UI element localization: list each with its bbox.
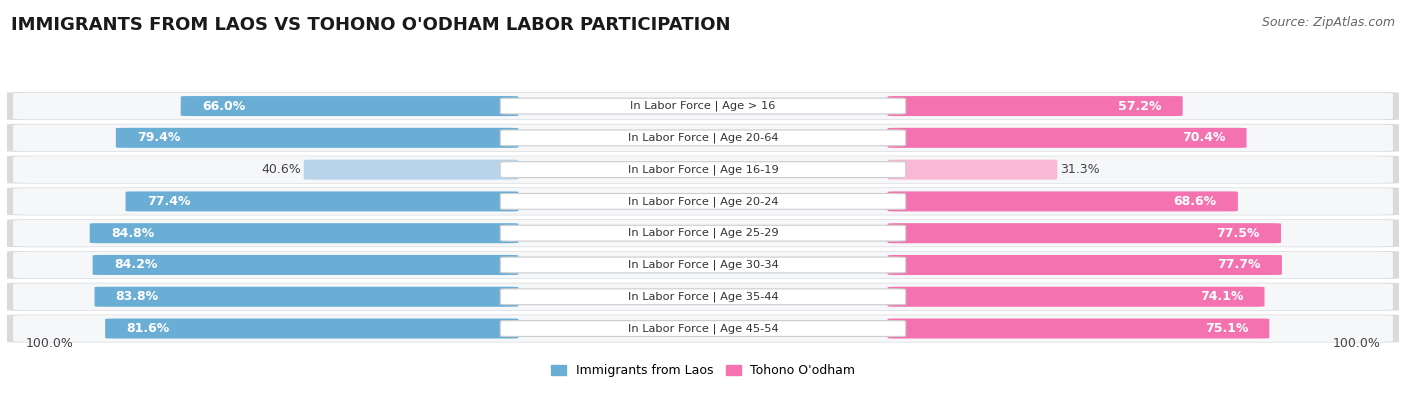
Text: 81.6%: 81.6%: [127, 322, 170, 335]
FancyBboxPatch shape: [1, 124, 1405, 152]
Text: 68.6%: 68.6%: [1174, 195, 1216, 208]
Text: IMMIGRANTS FROM LAOS VS TOHONO O'ODHAM LABOR PARTICIPATION: IMMIGRANTS FROM LAOS VS TOHONO O'ODHAM L…: [11, 16, 731, 34]
FancyBboxPatch shape: [13, 252, 1393, 278]
FancyBboxPatch shape: [93, 255, 519, 275]
FancyBboxPatch shape: [13, 220, 1393, 246]
FancyBboxPatch shape: [125, 192, 519, 211]
FancyBboxPatch shape: [501, 225, 905, 241]
FancyBboxPatch shape: [1, 283, 1405, 311]
Text: 77.7%: 77.7%: [1218, 258, 1261, 271]
FancyBboxPatch shape: [1, 219, 1405, 247]
Text: 31.3%: 31.3%: [1060, 163, 1099, 176]
FancyBboxPatch shape: [90, 223, 519, 243]
FancyBboxPatch shape: [94, 287, 519, 307]
Text: 57.2%: 57.2%: [1118, 100, 1161, 113]
FancyBboxPatch shape: [887, 255, 1282, 275]
Text: Source: ZipAtlas.com: Source: ZipAtlas.com: [1261, 16, 1395, 29]
Text: 100.0%: 100.0%: [1333, 337, 1381, 350]
FancyBboxPatch shape: [13, 283, 1393, 310]
FancyBboxPatch shape: [105, 318, 519, 339]
FancyBboxPatch shape: [501, 289, 905, 305]
FancyBboxPatch shape: [887, 128, 1247, 148]
FancyBboxPatch shape: [887, 223, 1281, 243]
Text: 83.8%: 83.8%: [115, 290, 159, 303]
FancyBboxPatch shape: [501, 321, 905, 337]
Text: 77.5%: 77.5%: [1216, 227, 1260, 240]
FancyBboxPatch shape: [887, 192, 1237, 211]
FancyBboxPatch shape: [887, 287, 1264, 307]
Text: In Labor Force | Age > 16: In Labor Force | Age > 16: [630, 101, 776, 111]
Text: In Labor Force | Age 25-29: In Labor Force | Age 25-29: [627, 228, 779, 239]
FancyBboxPatch shape: [1, 92, 1405, 120]
FancyBboxPatch shape: [13, 156, 1393, 183]
FancyBboxPatch shape: [1, 187, 1405, 215]
Text: 77.4%: 77.4%: [146, 195, 190, 208]
Text: In Labor Force | Age 20-64: In Labor Force | Age 20-64: [627, 133, 779, 143]
Text: 66.0%: 66.0%: [202, 100, 245, 113]
FancyBboxPatch shape: [501, 162, 905, 177]
Text: 40.6%: 40.6%: [262, 163, 301, 176]
Text: In Labor Force | Age 20-24: In Labor Force | Age 20-24: [627, 196, 779, 207]
FancyBboxPatch shape: [13, 188, 1393, 215]
FancyBboxPatch shape: [887, 160, 1057, 180]
FancyBboxPatch shape: [13, 315, 1393, 342]
FancyBboxPatch shape: [1, 156, 1405, 184]
Text: In Labor Force | Age 35-44: In Labor Force | Age 35-44: [627, 292, 779, 302]
FancyBboxPatch shape: [115, 128, 519, 148]
Legend: Immigrants from Laos, Tohono O'odham: Immigrants from Laos, Tohono O'odham: [551, 364, 855, 377]
Text: 70.4%: 70.4%: [1182, 132, 1226, 144]
Text: 84.2%: 84.2%: [114, 258, 157, 271]
FancyBboxPatch shape: [501, 194, 905, 209]
FancyBboxPatch shape: [13, 93, 1393, 119]
Text: 100.0%: 100.0%: [25, 337, 73, 350]
FancyBboxPatch shape: [1, 314, 1405, 342]
Text: In Labor Force | Age 45-54: In Labor Force | Age 45-54: [627, 323, 779, 334]
FancyBboxPatch shape: [501, 98, 905, 114]
FancyBboxPatch shape: [501, 130, 905, 146]
FancyBboxPatch shape: [1, 251, 1405, 279]
FancyBboxPatch shape: [501, 257, 905, 273]
Text: In Labor Force | Age 30-34: In Labor Force | Age 30-34: [627, 260, 779, 270]
FancyBboxPatch shape: [304, 160, 519, 180]
FancyBboxPatch shape: [13, 124, 1393, 151]
Text: In Labor Force | Age 16-19: In Labor Force | Age 16-19: [627, 164, 779, 175]
FancyBboxPatch shape: [181, 96, 519, 116]
Text: 84.8%: 84.8%: [111, 227, 155, 240]
Text: 74.1%: 74.1%: [1199, 290, 1243, 303]
Text: 79.4%: 79.4%: [136, 132, 180, 144]
FancyBboxPatch shape: [887, 318, 1270, 339]
FancyBboxPatch shape: [887, 96, 1182, 116]
Text: 75.1%: 75.1%: [1205, 322, 1249, 335]
